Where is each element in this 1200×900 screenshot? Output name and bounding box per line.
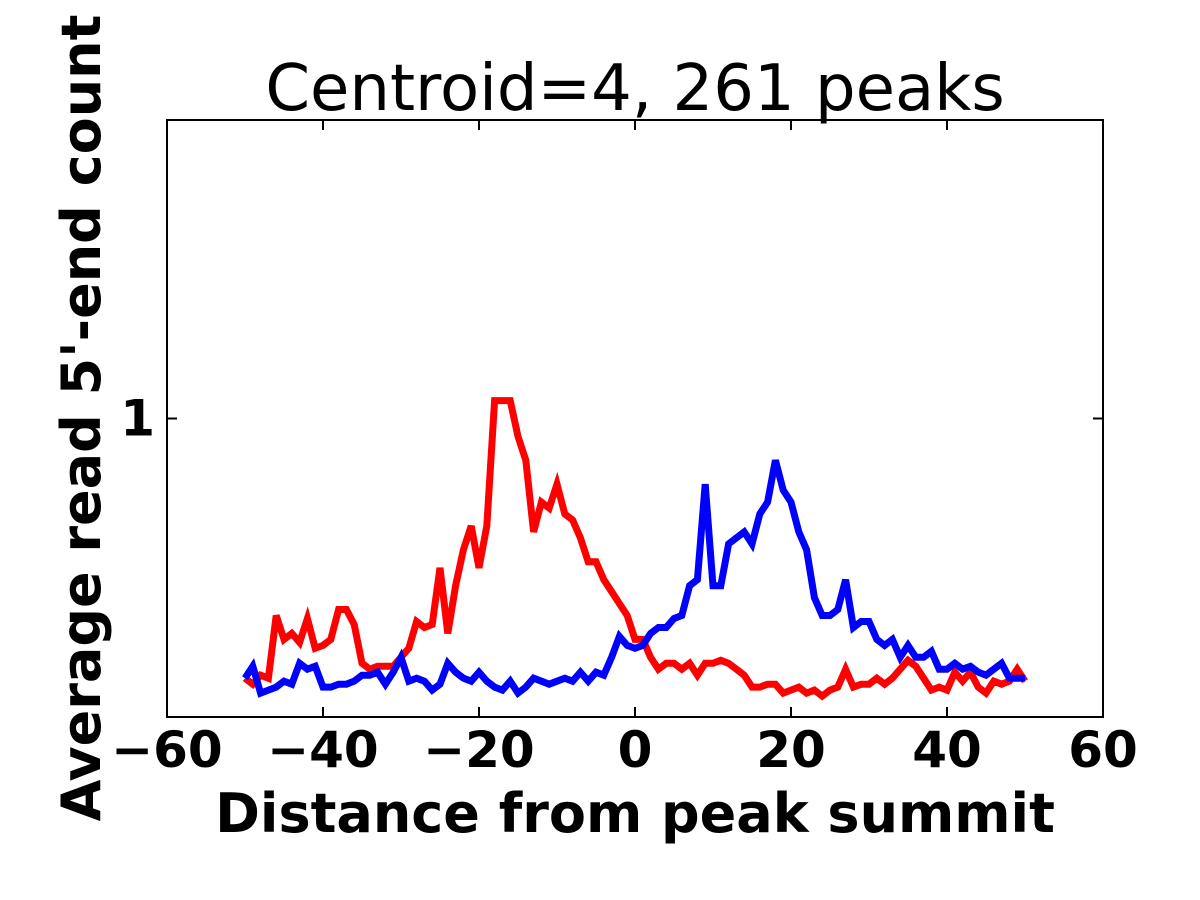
x-axis-label: Distance from peak summit [215, 782, 1055, 845]
x-tick-label: −60 [111, 721, 222, 779]
y-axis-label: Average read 5'-end count [50, 15, 113, 822]
chart-title: Centroid=4, 261 peaks [265, 52, 1004, 126]
series-layer [242, 397, 1028, 701]
x-tick-label: 20 [756, 721, 826, 779]
series-line-1 [242, 397, 1028, 701]
y-axis: 1 [120, 390, 1103, 448]
series-line-2 [242, 459, 1025, 699]
y-tick-label: 1 [120, 390, 155, 448]
x-tick-label: 40 [912, 721, 982, 779]
x-tick-label: −20 [423, 721, 534, 779]
x-tick-label: 60 [1068, 721, 1138, 779]
x-axis: −60 −40 −20 0 20 40 60 [111, 120, 1138, 779]
x-tick-label: −40 [267, 721, 378, 779]
x-tick-label: 0 [618, 721, 653, 779]
